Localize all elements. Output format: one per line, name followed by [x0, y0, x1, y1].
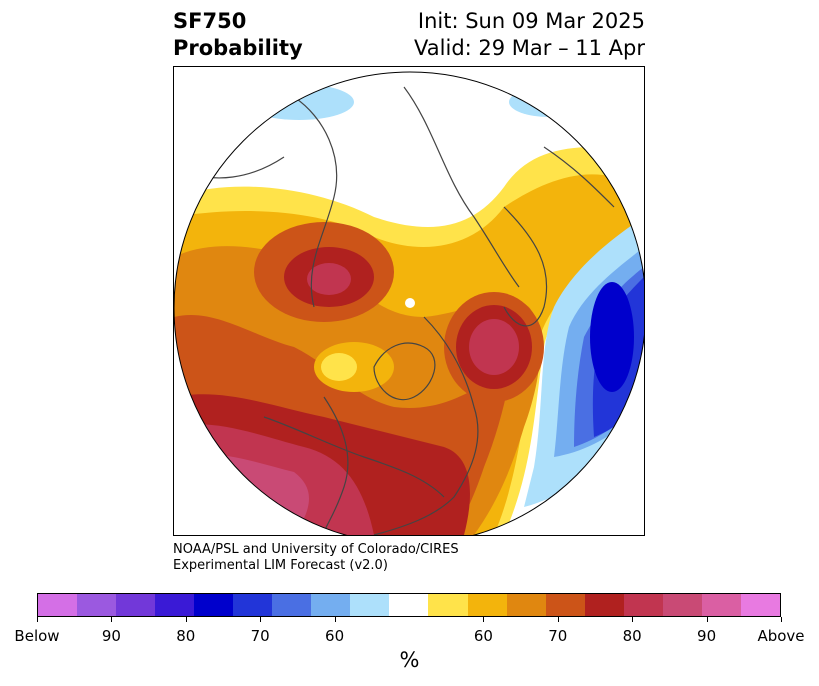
init-date: Init: Sun 09 Mar 2025 [417, 9, 645, 33]
colorbar-segment [155, 594, 195, 616]
colorbar-segment [506, 594, 546, 616]
colorbar-tick [334, 617, 336, 622]
colorbar-segment [623, 594, 663, 616]
core-east-center [469, 319, 519, 375]
credit: NOAA/PSL and University of Colorado/CIRE… [173, 542, 459, 574]
colorbar [37, 593, 781, 617]
colorbar-tick-label: Above [757, 627, 805, 645]
colorbar-tick [781, 617, 782, 622]
colorbar-tick-label: 80 [176, 627, 196, 645]
colorbar-segment [233, 594, 273, 616]
colorbar-tick-label: Below [14, 627, 60, 645]
chart-title: SF750 Probability [173, 8, 303, 62]
colorbar-labels: Below 90 80 70 60 60 70 80 90 Above [0, 627, 819, 647]
colorbar-tick [706, 617, 708, 622]
colorbar-tick [557, 617, 559, 622]
colorbar-segment [194, 594, 234, 616]
colorbar-segment [350, 594, 390, 616]
forecast-dates: Init: Sun 09 Mar 2025 Valid: 29 Mar – 11… [414, 8, 645, 62]
blue-patch-nw [244, 84, 354, 120]
colorbar-tick-label: 70 [250, 627, 270, 645]
colorbar-segment [116, 594, 156, 616]
colorbar-segment [740, 594, 780, 616]
colorbar-tick-label: 70 [548, 627, 568, 645]
colorbar-tick-label: 90 [101, 627, 121, 645]
core-west-center [307, 263, 351, 295]
colorbar-segment [428, 594, 468, 616]
colorbar-segment [467, 594, 507, 616]
colorbar-tick-label: 90 [697, 627, 717, 645]
colorbar-tick [111, 617, 113, 622]
colorbar-tick-label: 60 [325, 627, 345, 645]
colorbar-units: % [399, 648, 420, 672]
colorbar-tick-label: 80 [622, 627, 642, 645]
pole-pocket-inner [321, 353, 357, 381]
colorbar-segment [77, 594, 117, 616]
map-panel [173, 66, 645, 536]
colorbar-segment [38, 594, 78, 616]
blue-patch-ne [509, 87, 589, 117]
title-subtitle: Probability [173, 36, 303, 60]
coastlines [174, 86, 615, 535]
field-below-80 [590, 282, 634, 392]
polar-map [174, 71, 644, 535]
colorbar-segment [584, 594, 624, 616]
colorbar-segment [701, 594, 741, 616]
colorbar-tick [37, 617, 38, 622]
colorbar-segment [311, 594, 351, 616]
colorbar-tick [185, 617, 187, 622]
colorbar-tick-label: 60 [473, 627, 493, 645]
colorbar-segment [662, 594, 702, 616]
colorbar-segment [272, 594, 312, 616]
title-variable: SF750 [173, 9, 247, 33]
valid-date: Valid: 29 Mar – 11 Apr [414, 36, 645, 60]
colorbar-segment [545, 594, 585, 616]
credit-line-2: Experimental LIM Forecast (v2.0) [173, 558, 388, 573]
colorbar-segment [389, 594, 429, 616]
colorbar-tick [632, 617, 634, 622]
credit-line-1: NOAA/PSL and University of Colorado/CIRE… [173, 542, 459, 557]
colorbar-tick [260, 617, 262, 622]
colorbar-tick [483, 617, 485, 622]
north-pole-marker [405, 298, 415, 308]
